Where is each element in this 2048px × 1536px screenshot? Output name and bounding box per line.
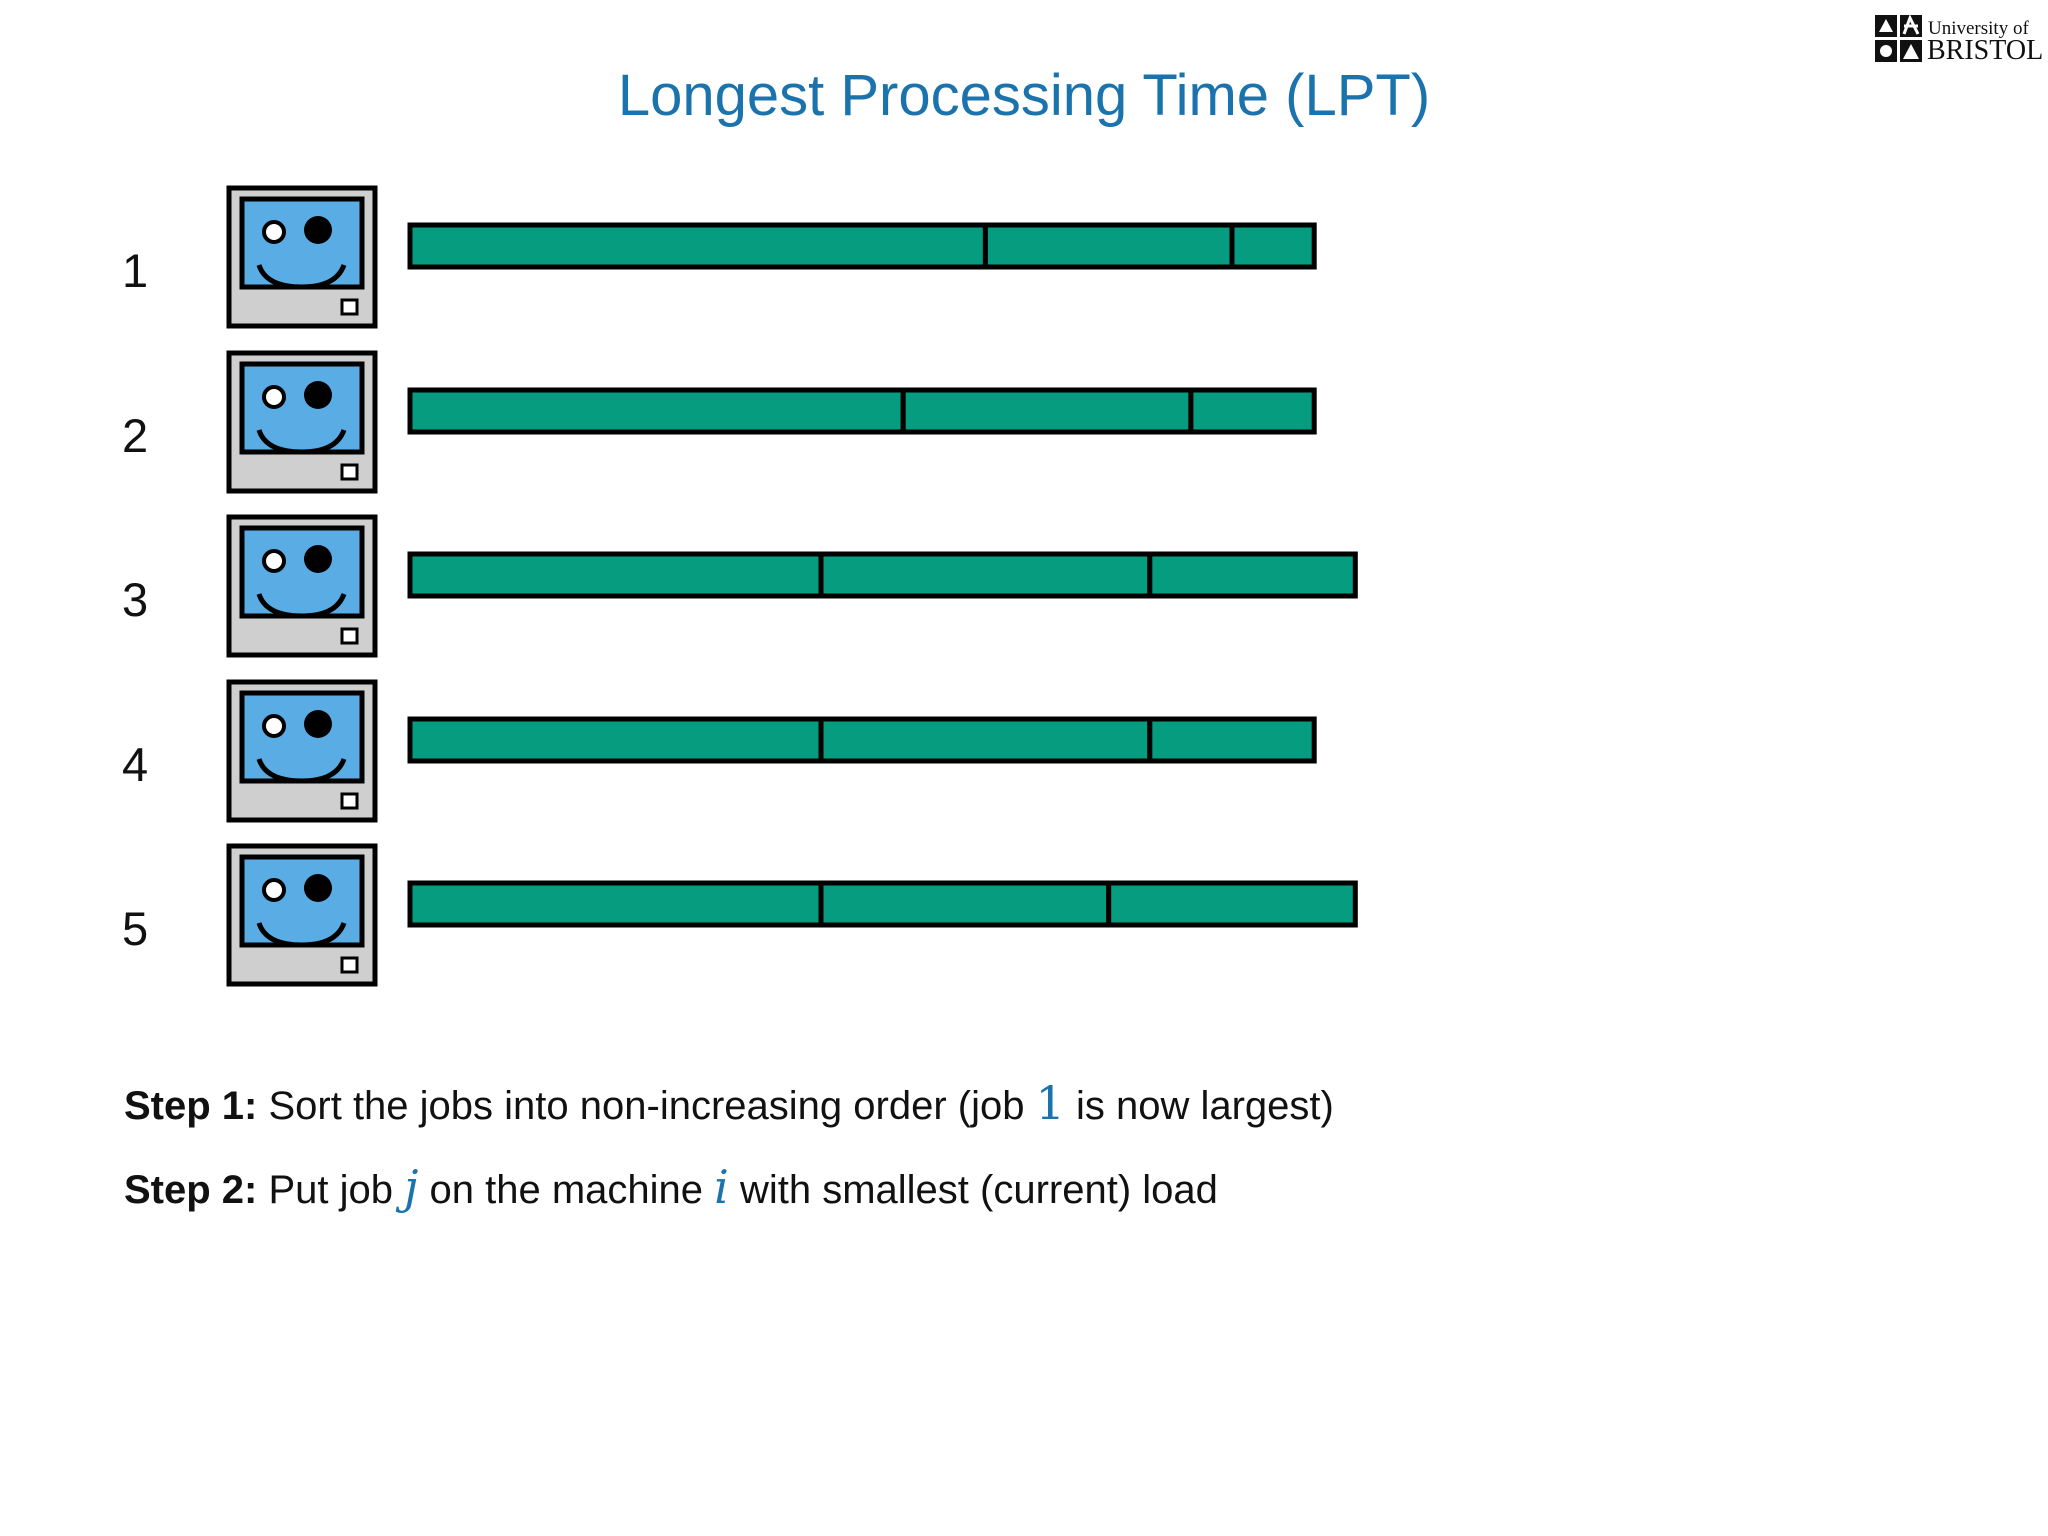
job-block <box>982 222 1235 270</box>
computer-icon <box>226 679 378 822</box>
job-block <box>900 387 1194 434</box>
step-2-math-j: j <box>404 1160 419 1214</box>
machine-row: 4 <box>0 679 1500 823</box>
slide-title: Longest Processing Time (LPT) <box>617 63 1431 128</box>
computer <box>226 185 378 329</box>
machine-row: 3 <box>0 514 1500 658</box>
job-block <box>818 551 1153 599</box>
job-load-bar <box>407 716 1317 763</box>
job-load-bar <box>407 880 1358 928</box>
computer <box>226 679 378 823</box>
logo-text-university-of: University of <box>1928 18 2029 39</box>
job-block <box>818 716 1153 763</box>
job-load-bar <box>407 222 1317 270</box>
step-2-text-after: with smallest (current) load <box>728 1168 1218 1212</box>
step-1-text-after: is now largest) <box>1064 1084 1334 1128</box>
machine-number: 5 <box>122 902 149 955</box>
computer-icon <box>226 350 378 493</box>
job-block <box>1106 880 1358 928</box>
computer <box>226 350 378 494</box>
step-2-text-before: Put job <box>257 1168 405 1212</box>
step-2-text-middle: on the machine <box>418 1168 715 1212</box>
job-block <box>818 880 1112 928</box>
step-2-math-i: i <box>714 1160 729 1214</box>
logo-text-bristol: BRISTOL <box>1927 35 2044 66</box>
university-logo: University of BRISTOL <box>1874 14 2044 66</box>
step-1-text-before: Sort the jobs into non-increasing order … <box>257 1084 1036 1128</box>
machine-number: 4 <box>122 737 149 791</box>
step-2-label: Step 2: <box>124 1168 258 1212</box>
job-block <box>407 716 824 763</box>
job-block <box>1147 551 1358 599</box>
step-1: Step 1: Sort the jobs into non-increasin… <box>124 1076 1334 1130</box>
job-load-bar <box>407 387 1317 434</box>
job-block <box>407 222 988 270</box>
machine-row: 1 <box>0 185 1500 329</box>
machine-row: 5 <box>0 843 1500 987</box>
job-block <box>407 387 906 434</box>
step-2: Step 2: Put job j on the machine i with … <box>124 1160 1218 1214</box>
computer <box>226 843 378 987</box>
job-block <box>1229 222 1317 270</box>
machine-number: 2 <box>122 408 149 462</box>
step-1-label: Step 1: <box>124 1084 258 1128</box>
computer-icon <box>226 843 378 987</box>
machine-number: 3 <box>122 573 149 626</box>
job-block <box>407 551 824 599</box>
computer-icon <box>226 185 378 329</box>
job-block <box>1188 387 1317 434</box>
computer <box>226 514 378 658</box>
university-crest-icon <box>1875 14 1922 62</box>
job-block <box>407 880 824 928</box>
job-load-bar <box>407 551 1358 599</box>
machine-number: 1 <box>122 244 149 297</box>
computer-icon <box>226 514 378 658</box>
step-1-math-job-index: 1 <box>1035 1076 1065 1130</box>
job-block <box>1147 716 1317 763</box>
machine-row: 2 <box>0 350 1500 494</box>
